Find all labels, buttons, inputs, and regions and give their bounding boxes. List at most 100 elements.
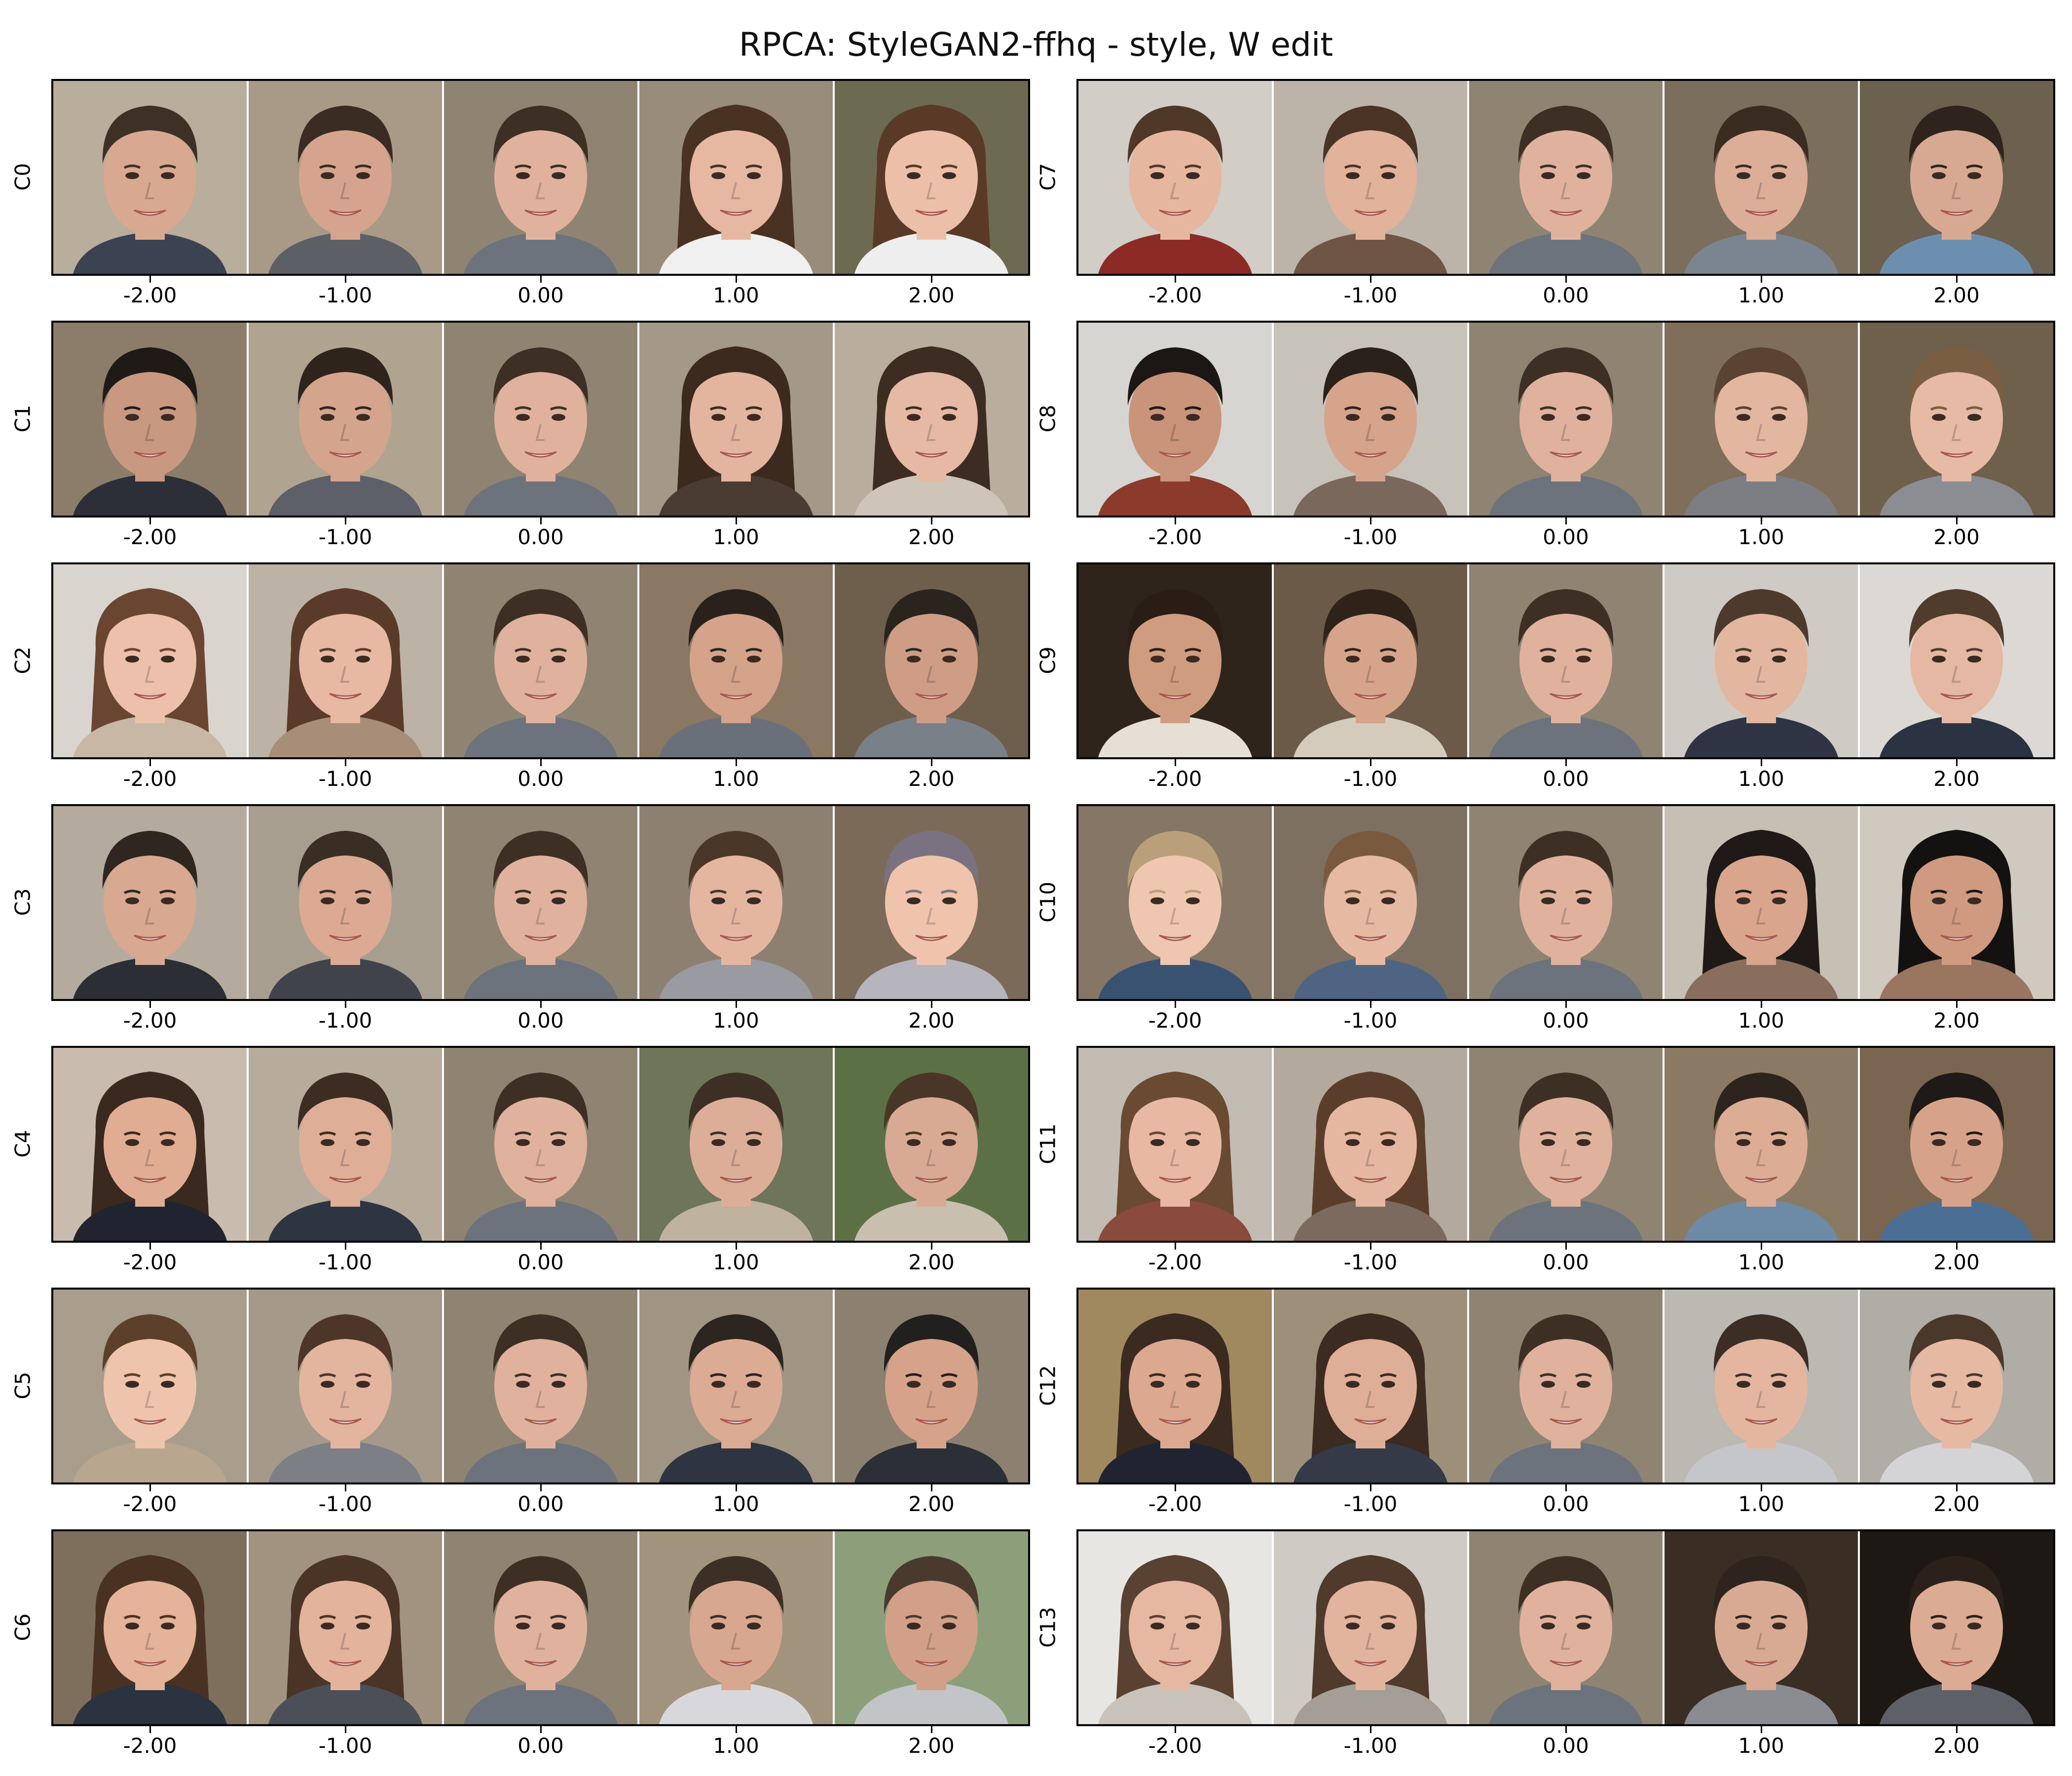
x-tick [1956, 759, 1958, 766]
image-strip [1076, 562, 2055, 759]
face-image [1469, 1531, 1663, 1724]
x-tick-label: 2.00 [908, 1492, 955, 1516]
face-image [53, 1290, 247, 1482]
x-tick-label: -2.00 [1148, 1492, 1202, 1516]
cell-separator [1467, 1290, 1469, 1482]
x-tick [1760, 759, 1762, 766]
face-image [1860, 323, 2053, 516]
x-tick-label: 0.00 [1543, 1250, 1589, 1274]
face-image [835, 81, 1028, 274]
cell-separator [1272, 1531, 1274, 1724]
face-image [835, 1531, 1028, 1724]
face-image [249, 806, 442, 999]
x-tick-label: 1.00 [1738, 283, 1784, 307]
x-tick [1369, 759, 1371, 766]
component-label: C11 [1036, 1123, 1060, 1164]
cell-separator [1663, 1290, 1665, 1482]
face-image [1665, 1531, 1858, 1724]
cell-separator [442, 1290, 444, 1482]
face-image [639, 1048, 833, 1241]
cell-separator [442, 806, 444, 999]
x-tick-label: 1.00 [713, 1492, 759, 1516]
face-image [1469, 1048, 1663, 1241]
x-tick [735, 276, 737, 283]
cell-separator [1467, 323, 1469, 516]
x-tick-label: 0.00 [518, 1008, 564, 1033]
x-tick [1565, 1726, 1567, 1733]
x-tick [540, 1484, 542, 1491]
x-tick [1565, 276, 1567, 283]
x-tick-label: -1.00 [1343, 767, 1398, 791]
cell-separator [442, 1531, 444, 1724]
cell-separator [1272, 564, 1274, 757]
x-tick [1369, 276, 1371, 283]
face-image [249, 1048, 442, 1241]
x-tick-label: -1.00 [318, 1734, 372, 1758]
face-image [639, 1290, 833, 1482]
x-tick [149, 518, 151, 524]
cell-separator [1858, 81, 1860, 274]
x-tick [930, 518, 932, 524]
image-strip [1076, 321, 2055, 518]
image-strip [51, 1288, 1030, 1484]
x-tick-label: 0.00 [518, 525, 564, 549]
x-tick [735, 1726, 737, 1733]
x-tick [344, 518, 346, 524]
face-image [1665, 806, 1858, 999]
face-image [1274, 323, 1467, 516]
x-tick [344, 1243, 346, 1250]
x-tick-label: 0.00 [518, 1492, 564, 1516]
face-image [1078, 1290, 1272, 1482]
cell-separator [1272, 806, 1274, 999]
x-tick [1760, 518, 1762, 524]
x-tick [1565, 1243, 1567, 1250]
face-image [1860, 1531, 2053, 1724]
cell-separator [1467, 1048, 1469, 1241]
face-image [1078, 1048, 1272, 1241]
x-tick-label: -1.00 [1343, 1008, 1398, 1033]
cell-separator [1858, 564, 1860, 757]
face-image [249, 564, 442, 757]
figure-title: RPCA: StyleGAN2-ffhq - style, W edit [739, 26, 1333, 64]
x-tick [930, 759, 932, 766]
x-tick [1565, 1001, 1567, 1008]
x-tick-label: 0.00 [1543, 283, 1589, 307]
x-tick [149, 1243, 151, 1250]
face-image [53, 1048, 247, 1241]
component-label: C13 [1036, 1607, 1060, 1648]
x-tick-label: 2.00 [908, 1008, 955, 1033]
image-strip [51, 1046, 1030, 1243]
x-tick-label: -2.00 [1148, 525, 1202, 549]
cell-separator [247, 1531, 249, 1724]
x-tick [540, 1726, 542, 1733]
x-tick [735, 1484, 737, 1491]
face-image [1078, 564, 1272, 757]
face-image [53, 564, 247, 757]
face-image [1469, 81, 1663, 274]
x-tick-label: 1.00 [1738, 1734, 1784, 1758]
x-tick [1760, 1726, 1762, 1733]
face-image [249, 323, 442, 516]
x-tick-label: -1.00 [1343, 1250, 1398, 1274]
x-tick-label: -2.00 [123, 1734, 177, 1758]
x-tick [1174, 1243, 1176, 1250]
x-tick-label: -2.00 [1148, 1008, 1202, 1033]
face-image [444, 1290, 637, 1482]
cell-separator [637, 564, 639, 757]
face-image [1469, 1290, 1663, 1482]
x-tick-label: 2.00 [1933, 1250, 1980, 1274]
x-tick-label: -1.00 [1343, 1492, 1398, 1516]
x-tick [344, 1484, 346, 1491]
x-tick-label: 2.00 [908, 283, 955, 307]
x-tick [1565, 518, 1567, 524]
x-tick-label: -1.00 [318, 1492, 372, 1516]
x-tick [1174, 518, 1176, 524]
face-image [1274, 806, 1467, 999]
x-tick-label: 2.00 [1933, 1492, 1980, 1516]
x-tick-label: 2.00 [908, 1734, 955, 1758]
x-tick-label: 2.00 [908, 1250, 955, 1274]
face-image [639, 81, 833, 274]
component-label: C12 [1036, 1365, 1060, 1406]
cell-separator [1272, 1048, 1274, 1241]
x-tick-label: -2.00 [1148, 283, 1202, 307]
